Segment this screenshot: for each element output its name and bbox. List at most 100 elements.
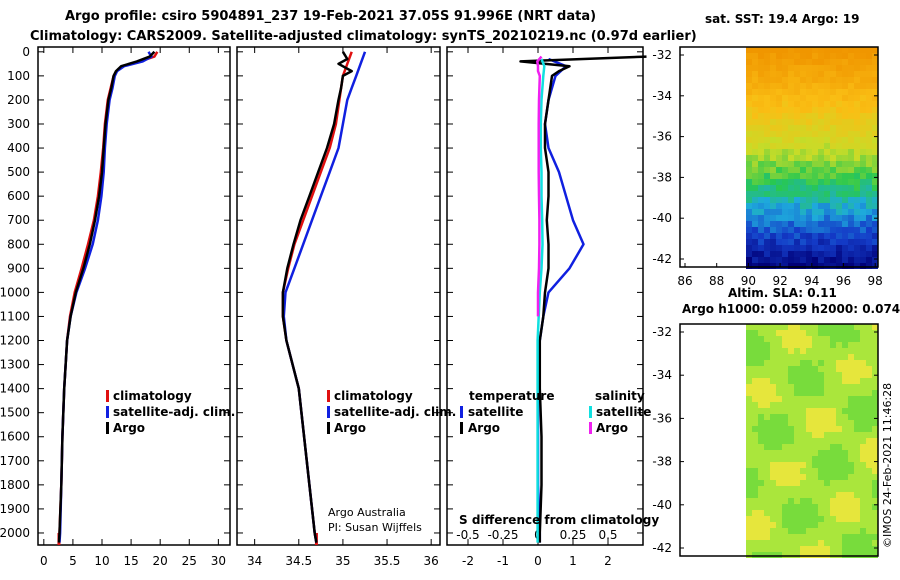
sst-cell [794,215,800,221]
sla-cell [746,468,752,474]
sla-cell [842,552,848,558]
sla-cell [854,474,860,480]
sst-cell [782,227,788,233]
sla-cell [872,396,878,402]
sst-cell [770,131,776,137]
sst-cell [782,77,788,83]
sla-cell [800,348,806,354]
sla-cell [866,480,872,486]
sla-cell [824,492,830,498]
sst-cell [776,107,782,113]
sla-cell [764,348,770,354]
sla-cell [782,546,788,552]
sst-cell [788,65,794,71]
sla-cell [872,354,878,360]
sla-cell [794,528,800,534]
sst-cell [764,233,770,239]
sla-cell [782,324,788,330]
sla-cell [752,498,758,504]
sla-cell [866,438,872,444]
sst-cell [788,125,794,131]
sla-cell [752,456,758,462]
legend-swatch-argo [106,422,109,434]
sla-cell [806,552,812,558]
sst-cell [830,101,836,107]
sla-cell [746,492,752,498]
sst-cell [782,167,788,173]
sla-cell [806,450,812,456]
sla-cell [764,540,770,546]
sst-cell [812,89,818,95]
sst-cell [824,215,830,221]
sla-cell [764,522,770,528]
sla-cell [788,516,794,522]
sla-cell [806,372,812,378]
sst-cell [812,65,818,71]
sst-cell [746,197,752,203]
sst-cell [854,119,860,125]
sla-cell [842,378,848,384]
sst-cell [848,215,854,221]
sla-cell [818,336,824,342]
sla-cell [746,432,752,438]
sla-cell [788,414,794,420]
sst-cell [848,89,854,95]
sst-cell [860,215,866,221]
sst-cell [836,89,842,95]
sst-cell [842,113,848,119]
sst-cell [806,215,812,221]
sst-cell [866,227,872,233]
sla-cell [782,396,788,402]
sst-cell [830,197,836,203]
sla-cell [836,372,842,378]
sla-cell [854,342,860,348]
sst-cell [836,101,842,107]
sla-cell [824,426,830,432]
sst-cell [866,197,872,203]
sst-cell [782,89,788,95]
sst-cell [824,245,830,251]
sst-cell [872,251,878,257]
sst-cell [842,83,848,89]
temperature-legend: climatology satellite-adj. clim. Argo [106,389,235,435]
x-tick-label: 15 [123,554,138,568]
sla-cell [842,390,848,396]
sst-cell [812,47,818,53]
sla-cell [824,504,830,510]
sst-cell [794,47,800,53]
sla-cell [854,366,860,372]
sla-cell [770,510,776,516]
sla-cell [776,378,782,384]
sla-cell [746,504,752,510]
sst-cell [842,179,848,185]
sla-cell [806,438,812,444]
sst-cell [800,173,806,179]
sla-cell [770,462,776,468]
sla-cell [746,420,752,426]
sla-cell [788,402,794,408]
sst-cell [812,221,818,227]
sst-cell [800,197,806,203]
sla-cell [758,540,764,546]
sla-cell [776,516,782,522]
sst-cell [824,191,830,197]
sla-map-frame [679,323,879,557]
sst-cell [794,191,800,197]
sla-cell [794,324,800,330]
sst-cell [782,239,788,245]
sst-cell [758,167,764,173]
sla-cell [794,504,800,510]
sla-cell [842,510,848,516]
sst-cell [842,95,848,101]
sla-cell [746,360,752,366]
sst-cell [854,143,860,149]
sla-cell [860,444,866,450]
legend-sal-satellite: satellite [596,405,651,419]
sst-cell [824,257,830,263]
sst-cell [854,173,860,179]
sla-cell [818,426,824,432]
sst-cell [770,47,776,53]
sla-cell [866,414,872,420]
sst-cell [860,59,866,65]
sst-cell [872,125,878,131]
